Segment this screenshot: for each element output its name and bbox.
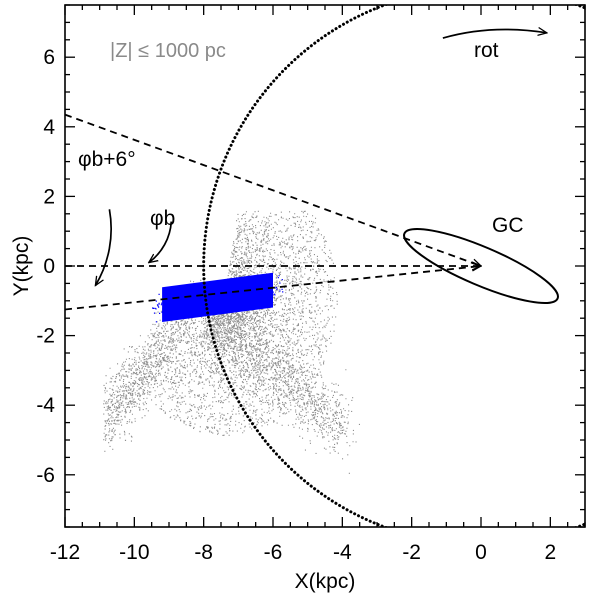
sight-line: [65, 113, 481, 266]
x-tick-label: -10: [119, 541, 149, 564]
x-tick-label: 0: [475, 541, 487, 564]
x-axis-title: X(kpc): [295, 570, 356, 593]
x-tick-label: 2: [544, 541, 556, 564]
bar-ellipse: [403, 228, 559, 304]
grey-star-cloud: [103, 210, 360, 474]
grey-star-points: [103, 210, 360, 474]
x-tick-label: -6: [264, 541, 283, 564]
y-tick-label: -6: [36, 464, 55, 487]
phi-b-plus-6-label: φb+6°: [78, 148, 136, 171]
x-tick-label: -12: [50, 541, 80, 564]
rotation-label: rot: [474, 39, 499, 62]
plot-frame: [64, 4, 586, 528]
y-tick-label: 6: [43, 46, 55, 69]
phi-b-plus-6-arc: [95, 209, 112, 285]
y-tick-label: -2: [36, 325, 55, 348]
x-tick-label: -8: [194, 541, 213, 564]
solar-circle: [202, 5, 585, 527]
blue-star-cloud: [152, 272, 284, 323]
y-axis-title: Y(kpc): [10, 236, 33, 297]
rotation-arrow: [442, 29, 547, 39]
x-tick-label: -4: [333, 541, 352, 564]
y-tick-label: 4: [43, 116, 55, 139]
y-tick-label: 0: [43, 255, 55, 278]
blue-star-band: [162, 272, 273, 322]
y-tick-label: 2: [43, 185, 55, 208]
region-label: |Z| ≤ 1000 pc: [110, 40, 226, 62]
phi-b-label: φb: [150, 207, 175, 230]
y-tick-label: -4: [36, 394, 55, 417]
gc-label: GC: [492, 214, 524, 237]
phi-b-arc: [149, 221, 173, 263]
sight-line: [65, 266, 481, 311]
x-tick-label: -2: [402, 541, 421, 564]
